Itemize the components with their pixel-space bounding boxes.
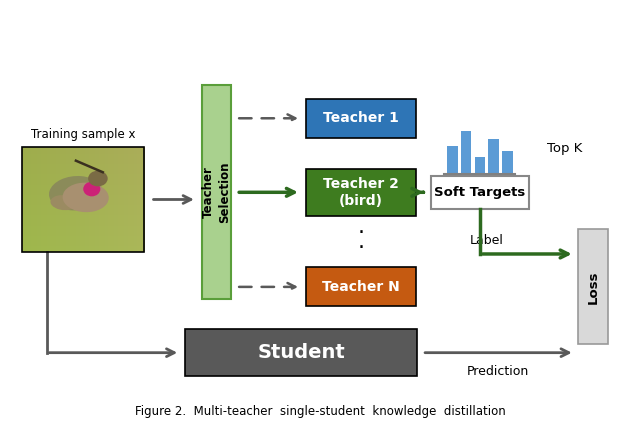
Text: Loss: Loss [586,270,599,304]
Text: .: . [357,232,364,252]
Ellipse shape [88,171,108,186]
Ellipse shape [51,195,77,210]
Bar [488,139,499,174]
FancyBboxPatch shape [306,267,415,307]
FancyBboxPatch shape [306,99,415,138]
Text: Teacher 1: Teacher 1 [323,111,399,125]
Text: Soft Targets: Soft Targets [435,186,525,199]
Bar [461,131,472,174]
Text: Prediction: Prediction [467,365,529,378]
Text: Teacher N: Teacher N [322,280,399,294]
Text: Student: Student [257,343,345,362]
Bar [475,156,485,174]
Bar [447,146,458,174]
Ellipse shape [83,181,100,196]
Text: Figure 2.  Multi-teacher  single-student  knowledge  distillation: Figure 2. Multi-teacher single-student k… [134,405,506,418]
Ellipse shape [49,176,103,211]
FancyBboxPatch shape [185,329,417,376]
Ellipse shape [63,183,109,212]
Text: Teacher 2
(bird): Teacher 2 (bird) [323,177,399,208]
Text: Top K: Top K [547,142,583,155]
FancyBboxPatch shape [578,229,608,345]
Bar [22,147,145,252]
Text: .: . [357,217,364,237]
FancyBboxPatch shape [306,169,415,216]
Text: Teacher
Selection: Teacher Selection [202,161,231,223]
Text: Training sample x: Training sample x [31,128,136,141]
FancyBboxPatch shape [202,85,231,299]
FancyBboxPatch shape [431,176,529,209]
Bar [502,151,513,174]
Text: Label: Label [469,234,503,247]
